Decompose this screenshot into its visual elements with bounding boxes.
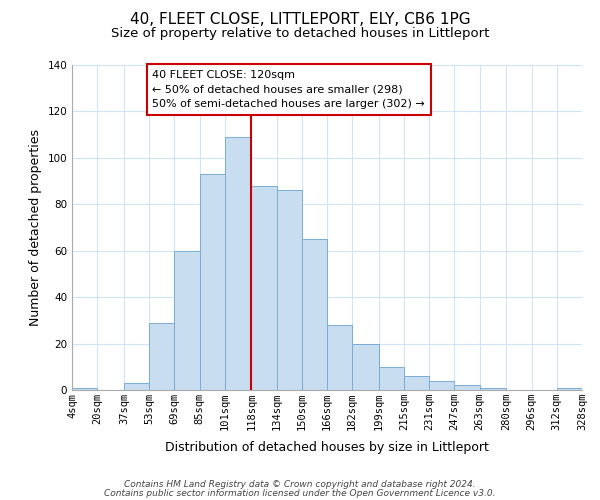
Bar [479,388,506,390]
Text: 40, FLEET CLOSE, LITTLEPORT, ELY, CB6 1PG: 40, FLEET CLOSE, LITTLEPORT, ELY, CB6 1P… [130,12,470,28]
Bar [149,322,175,390]
Bar [224,137,251,390]
Bar [404,376,430,390]
X-axis label: Distribution of detached houses by size in Littleport: Distribution of detached houses by size … [165,442,489,454]
Bar [72,388,97,390]
Bar [455,386,479,390]
Bar [379,367,404,390]
Bar [277,190,302,390]
Bar [199,174,224,390]
Bar [327,325,352,390]
Text: 40 FLEET CLOSE: 120sqm
← 50% of detached houses are smaller (298)
50% of semi-de: 40 FLEET CLOSE: 120sqm ← 50% of detached… [152,70,425,109]
Bar [352,344,379,390]
Text: Size of property relative to detached houses in Littleport: Size of property relative to detached ho… [111,28,489,40]
Bar [175,250,199,390]
Bar [430,380,455,390]
Bar [124,383,149,390]
Bar [302,239,327,390]
Y-axis label: Number of detached properties: Number of detached properties [29,129,42,326]
Bar [557,388,582,390]
Text: Contains HM Land Registry data © Crown copyright and database right 2024.: Contains HM Land Registry data © Crown c… [124,480,476,489]
Bar [251,186,277,390]
Text: Contains public sector information licensed under the Open Government Licence v3: Contains public sector information licen… [104,489,496,498]
